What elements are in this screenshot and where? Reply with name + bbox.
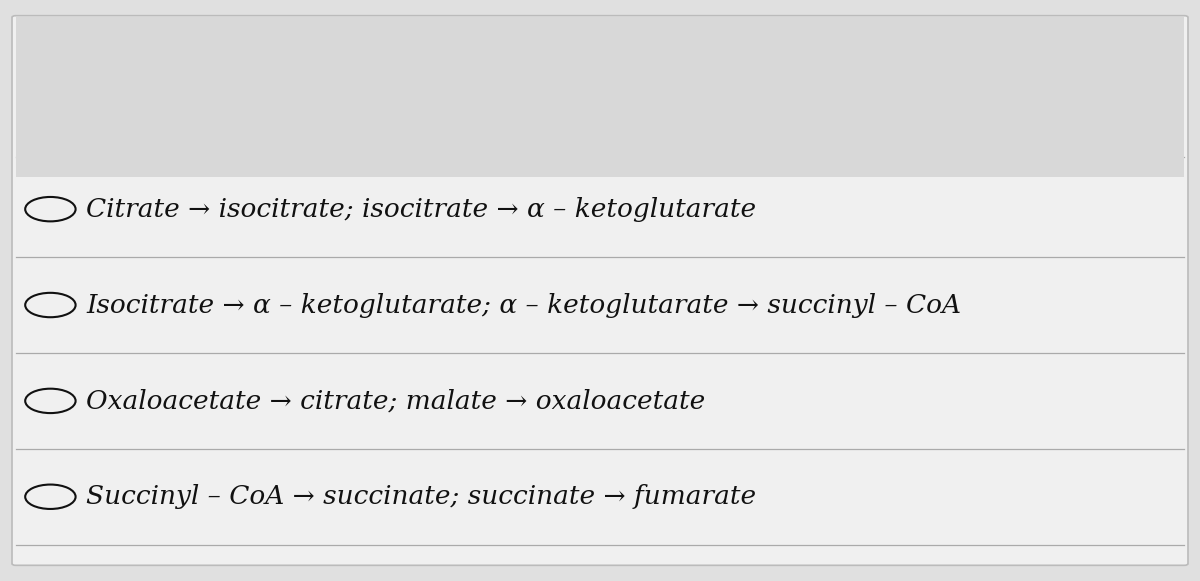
Text: Citrate → isocitrate; isocitrate → α – ketoglutarate: Citrate → isocitrate; isocitrate → α – k… [86,196,756,222]
Text: which two steps in the TCA cycle?: which two steps in the TCA cycle? [46,80,493,106]
Text: Oxaloacetate → citrate; malate → oxaloacetate: Oxaloacetate → citrate; malate → oxaloac… [86,388,706,414]
Text: Succinyl – CoA → succinate; succinate → fumarate: Succinyl – CoA → succinate; succinate → … [86,484,756,510]
Text: Isocitrate → α – ketoglutarate; α – ketoglutarate → succinyl – CoA: Isocitrate → α – ketoglutarate; α – keto… [86,292,961,318]
Text: Yeasts and plants can use acetyl-CoA as a carbon source by omitting: Yeasts and plants can use acetyl-CoA as … [46,37,956,62]
